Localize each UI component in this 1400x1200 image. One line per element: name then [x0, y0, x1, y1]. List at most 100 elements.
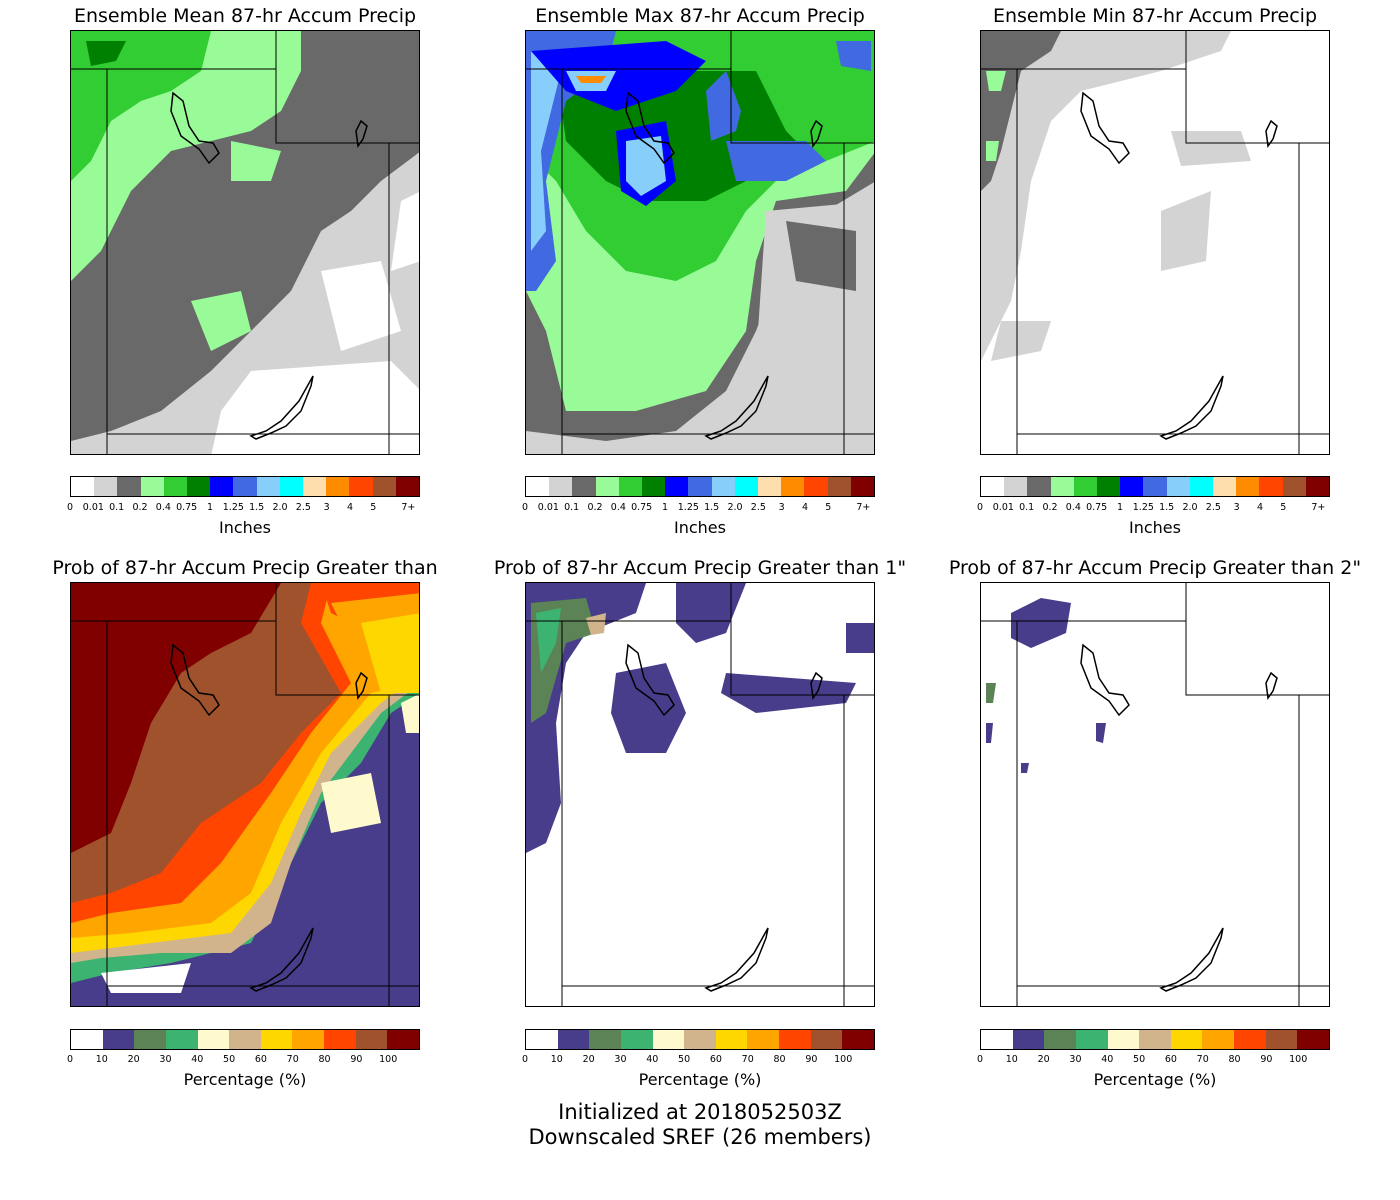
colorbar-swatch — [618, 477, 643, 496]
colorbar-swatch — [1236, 477, 1260, 496]
colorbar-swatch — [1075, 1030, 1108, 1049]
colorbar-ticks-precip: 0 0.01 0.1 0.2 0.4 0.75 1 1.25 1.5 2.0 2.5 3 4 5 7+ — [522, 502, 875, 516]
colorbar-swatch — [781, 477, 805, 496]
colorbar-tick-label: 70 — [1196, 1054, 1209, 1065]
colorbar-swatch — [734, 477, 759, 496]
colorbar-tick-label: 4 — [1256, 502, 1264, 513]
colorbar-swatch — [210, 477, 234, 496]
colorbar-tick-label: 50 — [1133, 1054, 1146, 1065]
colorbar-tick-label: 100 — [379, 1054, 398, 1065]
colorbar-prob — [980, 1029, 1330, 1050]
colorbar-tick-label: 5 — [370, 502, 377, 513]
colorbar-tick-label: 4 — [801, 502, 809, 513]
colorbar-swatch — [1282, 477, 1306, 496]
colorbar-swatch — [595, 477, 619, 496]
colorbar-tick-label: 100 — [1289, 1054, 1308, 1065]
colorbar-swatch — [71, 1030, 103, 1049]
colorbar-tick-label: 7+ — [401, 502, 416, 513]
colorbar-tick-label: 0.01 — [82, 502, 104, 513]
panel-title-max: Ensemble Max 87-hr Accum Precip — [535, 5, 865, 27]
colorbar-swatch — [324, 1030, 356, 1049]
state-borders-prob-2 — [981, 583, 1329, 1006]
colorbar-tick-label: 70 — [286, 1054, 299, 1065]
colorbar-tick-label: 2.5 — [295, 502, 311, 513]
map-ensemble-mean — [70, 30, 420, 455]
colorbar-tick-label: 0.4 — [155, 502, 171, 513]
colorbar-tick-label: 7+ — [1311, 502, 1326, 513]
colorbar-swatch — [1170, 1030, 1203, 1049]
colorbar-swatch — [102, 1030, 135, 1049]
colorbar-tick-label: 60 — [254, 1054, 267, 1065]
colorbar-tick-label: 2.5 — [750, 502, 766, 513]
colorbar-tick-label: 0 — [976, 502, 984, 513]
colorbar-tick-label: 90 — [1260, 1054, 1273, 1065]
colorbar-tick-label: 0.2 — [132, 502, 148, 513]
state-borders-mean — [71, 31, 419, 454]
colorbar-tick-label: 100 — [834, 1054, 853, 1065]
colorbar-swatch — [1213, 477, 1237, 496]
footer-model-name: Downscaled SREF (26 members) — [528, 1125, 872, 1149]
colorbar-swatch — [140, 477, 164, 496]
colorbar-tick-label: 10 — [550, 1054, 563, 1065]
colorbar-swatch — [355, 1030, 388, 1049]
colorbar-swatch — [372, 477, 396, 496]
colorbar-swatch — [665, 477, 689, 496]
colorbar-tick-label: 80 — [773, 1054, 786, 1065]
colorbar-swatch — [1234, 1030, 1266, 1049]
colorbar-label-percentage: Percentage (%) — [183, 1070, 307, 1089]
colorbar-tick-label: 0.75 — [631, 502, 653, 513]
colorbar-tick-label: 10 — [1005, 1054, 1018, 1065]
colorbar-tick-label: 70 — [741, 1054, 754, 1065]
colorbar-tick-label: 50 — [678, 1054, 691, 1065]
colorbar-tick-label: 90 — [805, 1054, 818, 1065]
colorbar-tick-label: 5 — [1280, 502, 1287, 513]
colorbar-tick-label: 1.5 — [249, 502, 265, 513]
colorbar-ticks-prob: 0 10 20 30 40 50 60 70 80 90 100 — [522, 1054, 875, 1068]
colorbar-tick-label: 80 — [1228, 1054, 1241, 1065]
colorbar-ticks-prob: 0 10 20 30 40 50 60 70 80 90 100 — [977, 1054, 1330, 1068]
colorbar-tick-label: 40 — [646, 1054, 659, 1065]
colorbar-tick-label: 0.01 — [992, 502, 1014, 513]
colorbar-swatch — [1189, 477, 1214, 496]
colorbar-swatch — [1202, 1030, 1235, 1049]
colorbar-tick-label: 20 — [1037, 1054, 1050, 1065]
colorbar-tick-label: 0.2 — [587, 502, 603, 513]
colorbar-swatch — [256, 477, 280, 496]
colorbar-label-inches: Inches — [674, 518, 726, 537]
colorbar-tick-label: 1 — [1116, 502, 1124, 513]
colorbar-label-inches: Inches — [1129, 518, 1181, 537]
colorbar-swatch — [804, 477, 828, 496]
colorbar-swatch — [187, 477, 211, 496]
colorbar-swatch — [303, 477, 327, 496]
colorbar-swatch — [842, 1030, 875, 1049]
colorbar-swatch — [572, 477, 596, 496]
map-prob-2 — [980, 582, 1330, 1007]
colorbar-tick-label: 1 — [206, 502, 214, 513]
colorbar-tick-label: 0.4 — [1065, 502, 1081, 513]
colorbar-swatch — [229, 1030, 261, 1049]
colorbar-swatch — [526, 1030, 558, 1049]
colorbar-swatch — [197, 1030, 230, 1049]
colorbar-tick-label: 0.1 — [564, 502, 580, 513]
state-borders-prob-001 — [71, 583, 419, 1006]
colorbar-swatch — [1259, 477, 1283, 496]
colorbar-swatch — [747, 1030, 780, 1049]
colorbar-tick-label: 50 — [223, 1054, 236, 1065]
colorbar-tick-label: 1.5 — [1159, 502, 1175, 513]
colorbar-swatch — [1297, 1030, 1330, 1049]
colorbar-swatch — [1097, 477, 1121, 496]
state-borders-min — [981, 31, 1329, 454]
colorbar-tick-label: 0.1 — [1019, 502, 1035, 513]
colorbar-prob — [70, 1029, 420, 1050]
colorbar-swatch — [117, 477, 141, 496]
colorbar-swatch — [395, 477, 420, 496]
colorbar-swatch — [260, 1030, 293, 1049]
colorbar-swatch — [827, 477, 851, 496]
colorbar-swatch — [652, 1030, 685, 1049]
colorbar-tick-label: 5 — [825, 502, 832, 513]
colorbar-swatch — [1027, 477, 1051, 496]
colorbar-ticks-precip: 0 0.01 0.1 0.2 0.4 0.75 1 1.25 1.5 2.0 2.5 3 4 5 7+ — [67, 502, 420, 516]
colorbar-tick-label: 30 — [159, 1054, 172, 1065]
colorbar-swatch — [1012, 1030, 1045, 1049]
colorbar-ticks-prob: 0 10 20 30 40 50 60 70 80 90 100 — [67, 1054, 420, 1068]
